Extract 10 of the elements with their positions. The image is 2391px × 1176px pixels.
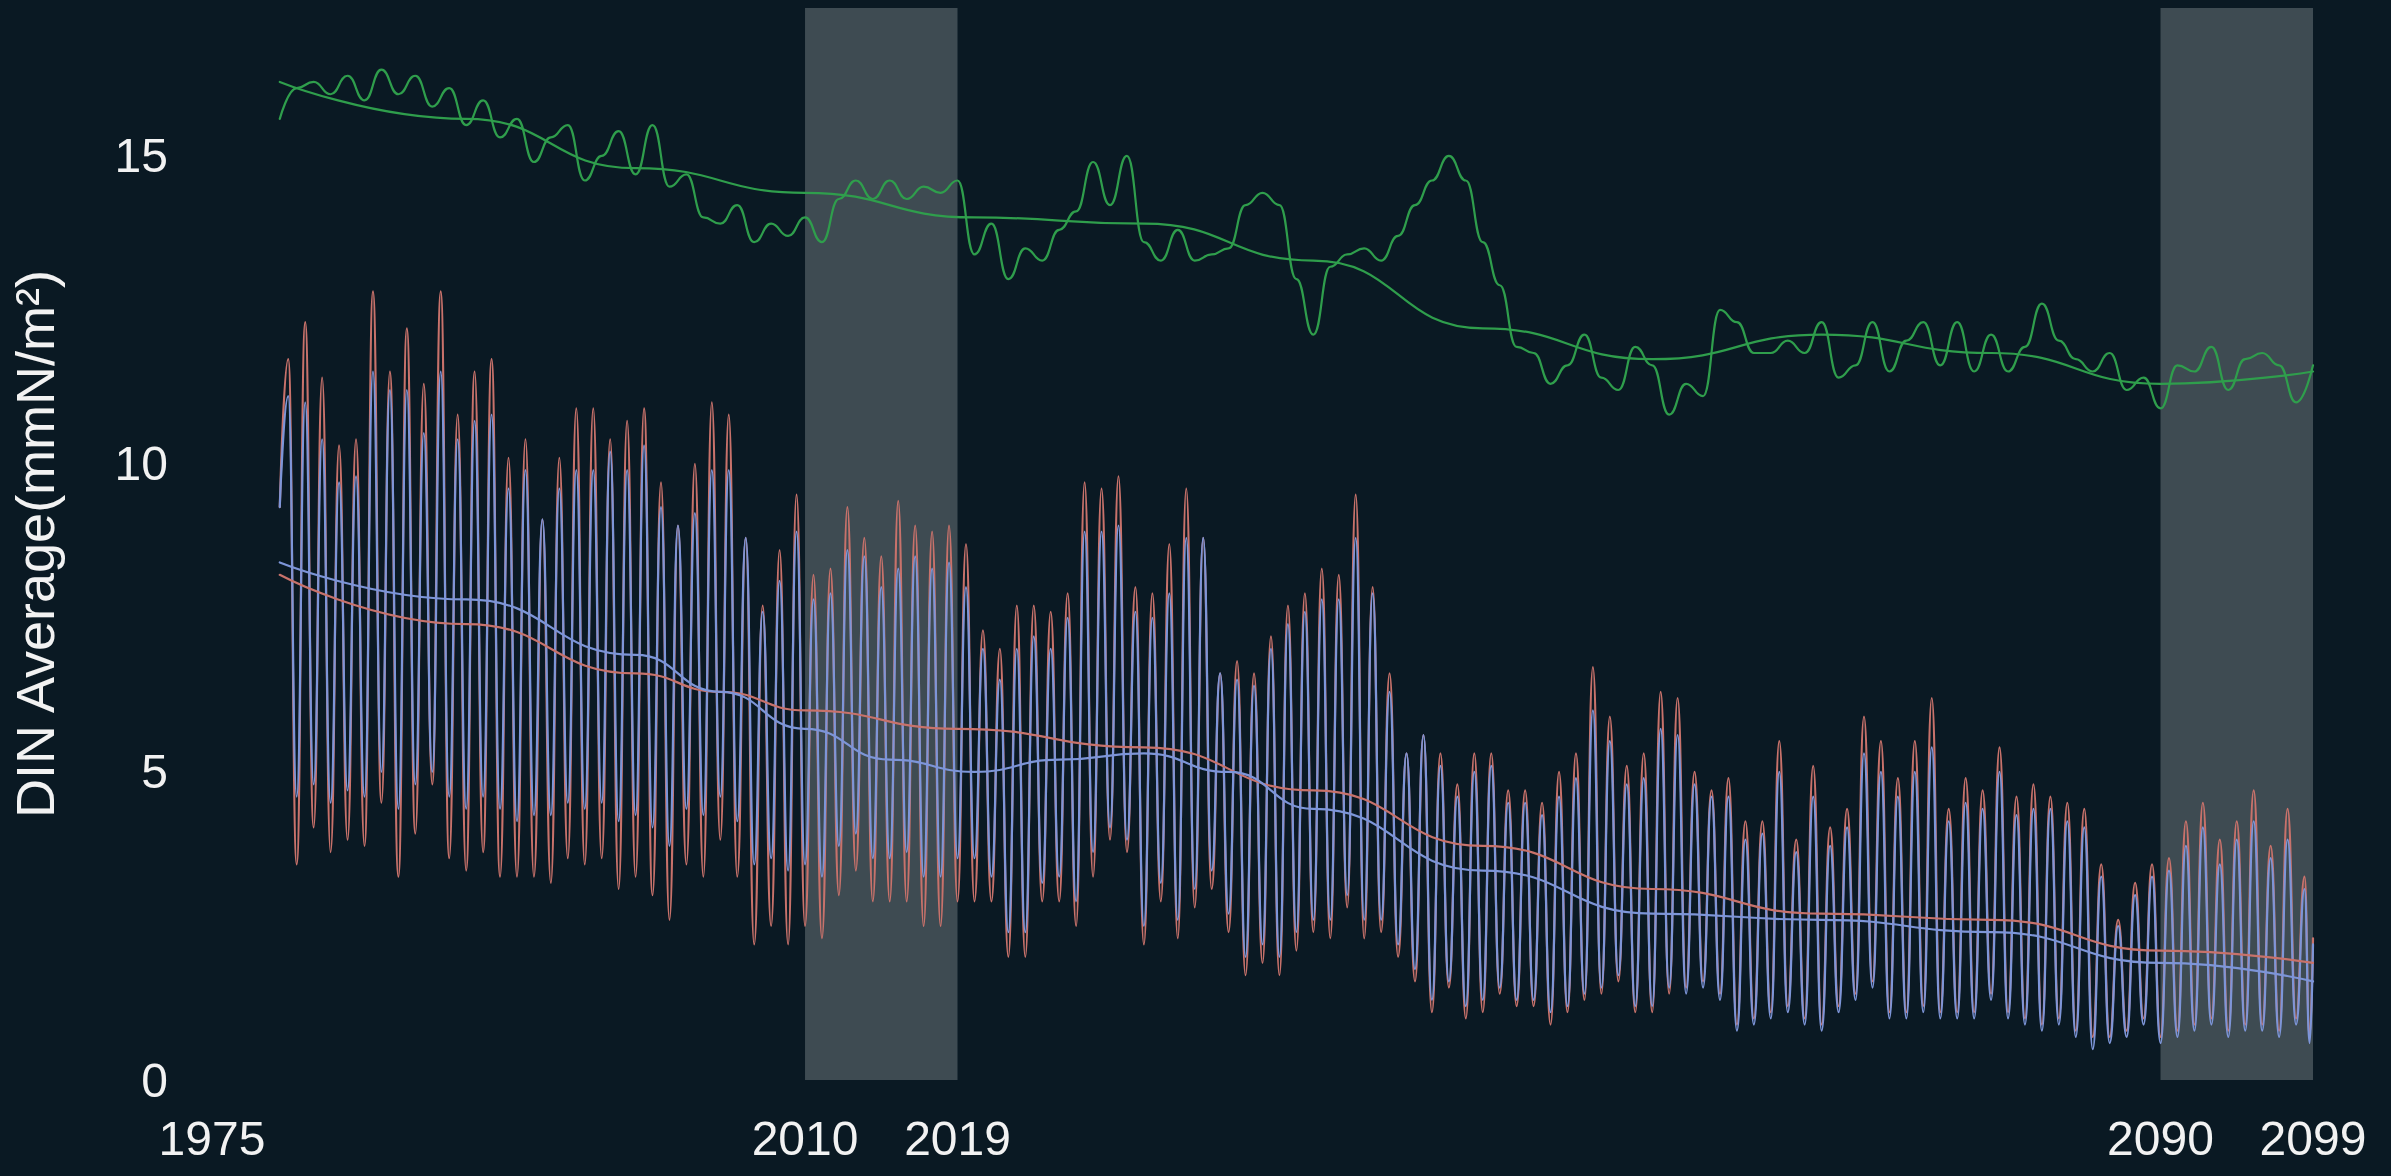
y-tick-label: 10	[114, 437, 168, 491]
x-tick-label: 2090	[2107, 1111, 2214, 1165]
x-tick-label: 2010	[751, 1111, 859, 1165]
x-tick-label: 2099	[2259, 1111, 2367, 1165]
y-tick-label: 5	[141, 745, 168, 799]
y-tick-label: 15	[114, 129, 168, 183]
y-axis-title: DIN Average(mmN/m²)	[5, 269, 65, 819]
x-tick-label: 2019	[904, 1111, 1011, 1165]
x-tick-label: 1975	[158, 1111, 266, 1165]
y-tick-label: 0	[141, 1053, 168, 1107]
